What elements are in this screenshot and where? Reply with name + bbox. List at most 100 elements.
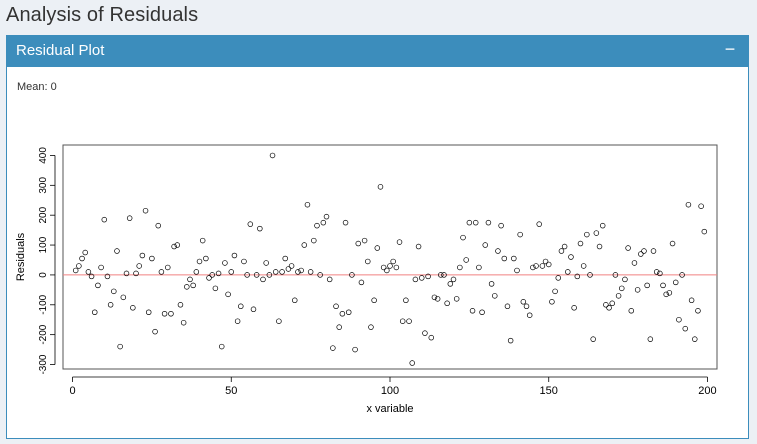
data-point: [99, 265, 104, 270]
data-point: [111, 289, 116, 294]
data-point: [146, 310, 151, 315]
data-point: [553, 289, 558, 294]
data-point: [102, 217, 107, 222]
data-point: [502, 256, 507, 261]
data-point: [648, 337, 653, 342]
data-point: [518, 232, 523, 237]
data-point: [378, 184, 383, 189]
data-point: [305, 202, 310, 207]
data-point: [283, 256, 288, 261]
data-point: [375, 246, 380, 251]
data-point: [248, 222, 253, 227]
data-point: [403, 298, 408, 303]
data-point: [597, 244, 602, 249]
data-point: [480, 310, 485, 315]
data-point: [191, 283, 196, 288]
data-point: [429, 335, 434, 340]
y-tick-label: -200: [38, 324, 49, 344]
data-point: [324, 214, 329, 219]
y-tick-label: 200: [38, 206, 49, 223]
data-point: [572, 305, 577, 310]
data-point: [137, 264, 142, 269]
data-point: [591, 337, 596, 342]
data-point: [562, 244, 567, 249]
data-point: [696, 308, 701, 313]
data-point: [683, 326, 688, 331]
data-point: [273, 270, 278, 275]
y-tick-label: -300: [38, 354, 49, 374]
data-point: [651, 249, 656, 254]
data-point: [543, 259, 548, 264]
data-point: [337, 325, 342, 330]
data-point: [642, 249, 647, 254]
data-point: [677, 317, 682, 322]
data-point: [362, 238, 367, 243]
data-point: [261, 277, 266, 282]
data-point: [638, 252, 643, 257]
data-point: [96, 283, 101, 288]
data-point: [578, 241, 583, 246]
data-point: [499, 223, 504, 228]
x-tick-label: 150: [540, 385, 558, 397]
data-point: [238, 304, 243, 309]
data-point: [235, 319, 240, 324]
data-point: [600, 223, 605, 228]
data-point: [188, 277, 193, 282]
data-point: [213, 286, 218, 291]
data-point: [203, 256, 208, 261]
data-point: [470, 308, 475, 313]
data-point: [162, 311, 167, 316]
data-point: [118, 344, 123, 349]
y-tick-label: 100: [38, 236, 49, 253]
data-point: [388, 264, 393, 269]
x-tick-label: 100: [381, 385, 399, 397]
data-point: [340, 311, 345, 316]
data-point: [143, 208, 148, 213]
data-point: [264, 261, 269, 266]
data-point: [130, 305, 135, 310]
data-point: [384, 268, 389, 273]
data-point: [610, 301, 615, 306]
data-point: [181, 320, 186, 325]
data-point: [467, 220, 472, 225]
y-tick-label: 300: [38, 177, 49, 194]
x-tick-label: 200: [698, 385, 716, 397]
data-point: [372, 298, 377, 303]
data-point: [623, 277, 628, 282]
data-point: [508, 338, 513, 343]
data-point: [616, 293, 621, 298]
data-point: [505, 304, 510, 309]
data-point: [73, 268, 78, 273]
data-point: [565, 270, 570, 275]
data-point: [410, 361, 415, 366]
data-point: [515, 268, 520, 273]
x-axis-label: x variable: [366, 403, 413, 415]
data-point: [159, 270, 164, 275]
data-point: [603, 302, 608, 307]
data-point: [454, 296, 459, 301]
data-point: [242, 259, 247, 264]
data-point: [699, 204, 704, 209]
data-point: [594, 231, 599, 236]
data-point: [359, 280, 364, 285]
data-point: [524, 304, 529, 309]
data-point: [486, 220, 491, 225]
data-point: [416, 244, 421, 249]
data-point: [229, 270, 234, 275]
data-point: [353, 347, 358, 352]
data-point: [108, 302, 113, 307]
data-point: [292, 298, 297, 303]
data-point: [289, 264, 294, 269]
data-point: [115, 249, 120, 254]
data-point: [343, 220, 348, 225]
data-point: [156, 223, 161, 228]
data-point: [521, 299, 526, 304]
data-point: [334, 304, 339, 309]
data-point: [584, 232, 589, 237]
data-point: [492, 293, 497, 298]
data-point: [127, 216, 132, 221]
data-point: [626, 246, 631, 251]
data-point: [397, 240, 402, 245]
data-point: [169, 311, 174, 316]
data-point: [423, 331, 428, 336]
